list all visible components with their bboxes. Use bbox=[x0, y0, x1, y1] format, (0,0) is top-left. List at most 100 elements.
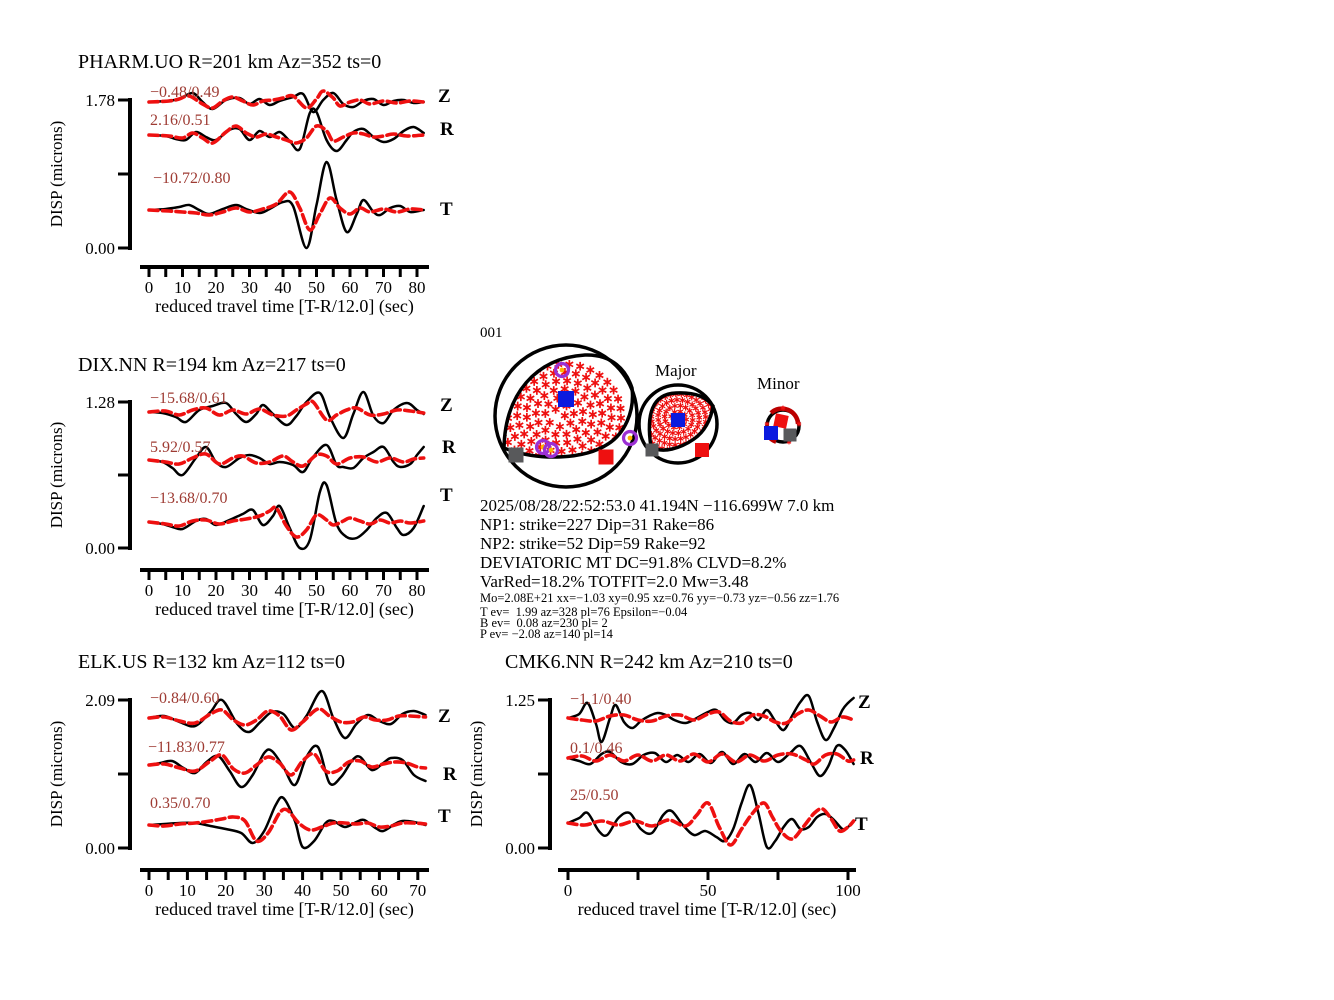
nodal-planes bbox=[502, 353, 635, 459]
x-axis-tick bbox=[397, 872, 401, 880]
t-eigenvector-line: T ev= 1.99 az=328 pl=76 Epsilon=−0.04 bbox=[480, 605, 688, 619]
trace-observed-R bbox=[147, 443, 425, 477]
x-axis-tick bbox=[315, 572, 318, 580]
x-tick-label: 30 bbox=[241, 581, 258, 600]
x-axis-tick bbox=[205, 872, 209, 880]
x-axis-tick bbox=[231, 269, 235, 277]
x-axis-tick bbox=[377, 872, 381, 880]
x-axis-tick bbox=[166, 872, 170, 880]
station-marker-dot bbox=[559, 367, 565, 373]
red-axis-marker bbox=[695, 443, 709, 457]
y-axis-tick bbox=[118, 546, 128, 550]
x-axis-tick bbox=[164, 269, 168, 277]
x-tick-label: 60 bbox=[342, 581, 359, 600]
y-min-label: 0.00 bbox=[85, 839, 115, 858]
station-marker-dot bbox=[627, 435, 633, 441]
beachball-full bbox=[493, 343, 639, 489]
x-axis-tick bbox=[776, 872, 780, 880]
station-marker-ring bbox=[621, 429, 639, 447]
np2-line: NP2: strike=52 Dip=59 Rake=92 bbox=[480, 534, 706, 553]
component-label-R: R bbox=[440, 119, 454, 140]
x-tick-label: 20 bbox=[208, 278, 225, 297]
station-marker-ring bbox=[542, 441, 560, 459]
x-axis-tick bbox=[416, 872, 420, 880]
y-axis-tick bbox=[118, 698, 128, 702]
edge-asterisk bbox=[780, 405, 786, 411]
trace-synthetic-R bbox=[147, 452, 426, 469]
fit-label-Z: −15.68/0.61 bbox=[150, 390, 227, 407]
component-label-T: T bbox=[855, 814, 868, 835]
x-axis-tick bbox=[636, 872, 640, 880]
x-tick-label: 60 bbox=[371, 881, 388, 900]
trace-synthetic-T bbox=[566, 801, 856, 847]
y-axis-tick bbox=[118, 246, 128, 250]
x-axis-title: reduced travel time [T-R/12.0] (sec) bbox=[155, 899, 414, 920]
fit-label-T: 25/0.50 bbox=[570, 787, 618, 804]
x-axis-tick bbox=[315, 269, 318, 277]
x-axis-tick bbox=[181, 269, 184, 277]
x-tick-label: 50 bbox=[700, 881, 717, 900]
waveform-panel-DIX.NN: DIX.NN R=194 km Az=217 ts=0 1.28 0.00 DISP … bbox=[47, 354, 456, 620]
x-tick-label: 0 bbox=[564, 881, 573, 900]
np1-line: NP1: strike=227 Dip=31 Rake=86 bbox=[480, 515, 714, 534]
x-axis-tick bbox=[147, 872, 151, 880]
x-axis-tick bbox=[197, 572, 201, 580]
x-axis-line bbox=[140, 265, 429, 269]
varred-line: VarRed=18.2% TOTFIT=2.0 Mw=3.48 bbox=[480, 572, 748, 591]
edge-asterisk bbox=[796, 421, 802, 427]
x-axis-tick bbox=[331, 572, 335, 580]
x-axis-tick bbox=[301, 872, 305, 880]
x-axis-tick bbox=[706, 872, 710, 880]
fit-label-R: 2.16/0.51 bbox=[150, 112, 210, 129]
x-axis-line bbox=[140, 868, 429, 872]
x-tick-label: 70 bbox=[375, 581, 392, 600]
station-marker-dot bbox=[548, 447, 554, 453]
x-axis-tick bbox=[382, 269, 385, 277]
panel-title: DIX.NN R=194 km Az=217 ts=0 bbox=[78, 354, 346, 376]
x-axis-tick bbox=[214, 572, 218, 580]
x-axis-tick bbox=[214, 269, 218, 277]
y-min-label: 0.00 bbox=[85, 239, 115, 258]
x-axis-tick bbox=[298, 572, 302, 580]
fit-label-T: −10.72/0.80 bbox=[153, 170, 230, 187]
trace-synthetic-Z bbox=[147, 89, 426, 110]
fit-label-R: −11.83/0.77 bbox=[148, 739, 225, 756]
fit-label-Z: −0.48/0.49 bbox=[150, 84, 219, 101]
panel-title: CMK6.NN R=242 km Az=210 ts=0 bbox=[505, 651, 793, 673]
trace-synthetic-T bbox=[147, 807, 428, 844]
x-axis-tick bbox=[566, 872, 570, 880]
y-max-label: 1.25 bbox=[505, 691, 535, 710]
x-tick-label: 40 bbox=[275, 278, 292, 297]
x-tick-label: 50 bbox=[333, 881, 350, 900]
x-tick-label: 100 bbox=[835, 881, 861, 900]
y-axis-title: DISP (microns) bbox=[467, 721, 486, 828]
x-tick-label: 10 bbox=[174, 278, 191, 297]
x-tick-label: 0 bbox=[145, 881, 154, 900]
beachball-minor-label: Minor bbox=[757, 374, 800, 393]
component-label-Z: Z bbox=[858, 692, 871, 713]
x-tick-label: 10 bbox=[179, 881, 196, 900]
red-axis-marker bbox=[773, 413, 789, 429]
y-axis-title: DISP (microns) bbox=[47, 721, 66, 828]
x-axis-tick bbox=[264, 269, 268, 277]
y-axis-tick bbox=[118, 846, 128, 850]
trace-synthetic-T bbox=[147, 190, 426, 232]
blue-axis-marker bbox=[764, 426, 778, 440]
x-axis-tick bbox=[846, 872, 850, 880]
x-tick-label: 10 bbox=[174, 581, 191, 600]
x-tick-label: 70 bbox=[409, 881, 426, 900]
y-axis-line bbox=[548, 698, 552, 850]
x-axis-title: reduced travel time [T-R/12.0] (sec) bbox=[155, 296, 414, 317]
x-axis-tick bbox=[231, 572, 235, 580]
blue-axis-marker bbox=[558, 391, 574, 407]
component-label-R: R bbox=[442, 437, 456, 458]
gray-axis-marker bbox=[508, 447, 524, 463]
x-axis-tick bbox=[281, 572, 285, 580]
beachball-minor bbox=[764, 405, 802, 445]
y-axis-tick bbox=[118, 98, 128, 102]
x-tick-label: 20 bbox=[217, 881, 234, 900]
x-tick-label: 40 bbox=[275, 581, 292, 600]
trace-observed-T bbox=[147, 795, 427, 850]
fit-label-T: 0.35/0.70 bbox=[150, 795, 210, 812]
component-label-R: R bbox=[443, 764, 457, 785]
